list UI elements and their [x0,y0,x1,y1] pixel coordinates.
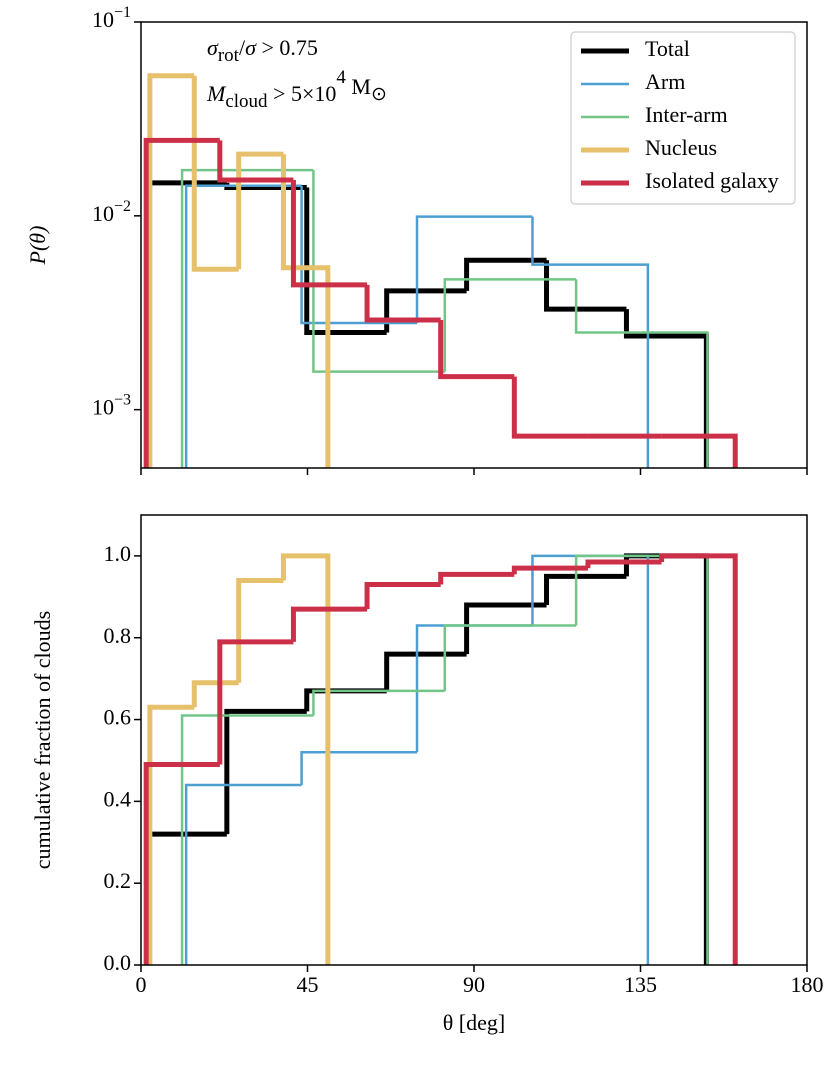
step-bar [574,279,709,468]
step-bar [180,714,314,965]
annotation-part: M [206,81,227,106]
annotation-part: 4 [336,67,346,88]
step-bar [280,154,331,468]
y-axis-label: cumulative fraction of clouds [30,611,55,869]
step-bar [180,168,314,468]
step-bar [304,688,387,712]
annotation-part: cloud [225,91,268,112]
step-bar [511,565,588,575]
legend-box [570,31,796,205]
y-tick-label: 0.0 [104,950,132,975]
step-bar [290,606,368,642]
y-tick-label: 0.2 [104,868,132,893]
step-bar [224,708,307,835]
step-bar [574,554,709,965]
plot-area [143,73,738,468]
step-bar [544,573,627,605]
step-bar [659,553,738,965]
step-bar [544,260,627,312]
step-bar [300,185,418,325]
step-bar [312,170,445,373]
step-bar [415,215,533,323]
step-bar [290,180,368,288]
x-tick-label: 180 [791,972,824,997]
step-bar [443,278,577,372]
annotation-part: ⊙ [371,84,387,105]
y-axis-label: P(θ) [25,226,50,266]
y-tick-label: 0.6 [104,705,132,730]
step-bar [312,689,445,716]
step-bar [438,571,515,585]
step-bar [224,182,307,191]
x-axis-label: θ [deg] [443,1010,505,1035]
step-bar [143,137,220,468]
step-bar [147,73,195,468]
x-tick-label: 135 [624,972,657,997]
legend-label: Arm [645,69,685,94]
step-bar [585,559,662,569]
step-bar [464,602,547,655]
legend-label: Nucleus [645,135,717,160]
annotation-part: > 5×10 [268,81,337,106]
x-tick-label: 90 [463,972,485,997]
step-bar [364,284,441,323]
step-bar [364,582,441,610]
step-bar [184,783,302,965]
step-bar [384,651,467,691]
step-bar [217,140,294,183]
annotation-part: M [346,74,371,99]
step-bar [438,320,515,380]
y-tick-label: 10−1 [92,4,131,32]
legend-label: Inter-arm [645,102,728,127]
step-bar [143,762,220,965]
step-bar [443,624,577,691]
step-bar [304,187,387,336]
annotation-part: > 0.75 [256,35,318,60]
y-tick-label: 10−2 [92,197,131,225]
x-tick-label: 0 [136,972,147,997]
step-bar [184,184,302,468]
step-bar [236,577,284,683]
step-bar [511,376,588,439]
annotation-part: rot [218,45,240,66]
step-bar [300,751,418,785]
y-tick-label: 0.4 [104,786,132,811]
x-tick-label: 45 [297,972,319,997]
legend-label: Isolated galaxy [645,168,779,193]
annotation-part: / [239,35,246,60]
annotation: Mcloud > 5×104 M⊙ [206,67,387,112]
step-bar [623,553,709,965]
step-bar [191,680,239,708]
step-bar [236,151,284,270]
step-bar [531,554,650,965]
step-bar [464,257,547,291]
annotation: σrot/σ > 0.75 [207,35,318,66]
y-tick-label: 1.0 [104,541,132,566]
step-bar [384,288,467,333]
step-bar [217,639,294,765]
step-bar [531,216,650,468]
step-bar [147,704,195,965]
step-bar [661,433,738,468]
step-bar [280,553,331,965]
y-tick-label: 10−3 [92,391,131,419]
y-tick-label: 0.8 [104,623,132,648]
annotation-part: σ [245,35,257,60]
step-bar [415,624,533,753]
plot-area [143,553,738,965]
annotation-part: σ [207,35,219,60]
step-bar [623,309,709,468]
legend-label: Total [645,36,690,61]
